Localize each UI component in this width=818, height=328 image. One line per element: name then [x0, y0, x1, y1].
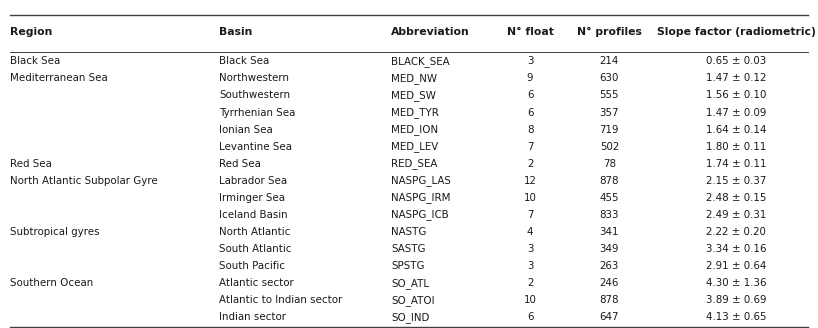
Text: NASPG_ICB: NASPG_ICB: [391, 209, 449, 220]
Text: South Atlantic: South Atlantic: [219, 244, 292, 254]
Text: 10: 10: [524, 193, 537, 203]
Text: 2.49 ± 0.31: 2.49 ± 0.31: [706, 210, 766, 220]
Text: Levantine Sea: Levantine Sea: [219, 142, 292, 152]
Text: SO_IND: SO_IND: [391, 312, 429, 323]
Text: 8: 8: [527, 125, 533, 134]
Text: North Atlantic: North Atlantic: [219, 227, 290, 237]
Text: 10: 10: [524, 295, 537, 305]
Text: 6: 6: [527, 91, 533, 100]
Text: 2: 2: [527, 159, 533, 169]
Text: 1.47 ± 0.09: 1.47 ± 0.09: [706, 108, 766, 117]
Text: 263: 263: [600, 261, 619, 271]
Text: 6: 6: [527, 312, 533, 322]
Text: 878: 878: [600, 176, 619, 186]
Text: NASPG_IRM: NASPG_IRM: [391, 192, 451, 203]
Text: 3.34 ± 0.16: 3.34 ± 0.16: [706, 244, 766, 254]
Text: Southern Ocean: Southern Ocean: [10, 278, 93, 288]
Text: MED_ION: MED_ION: [391, 124, 438, 135]
Text: Slope factor (radiometric): Slope factor (radiometric): [657, 27, 816, 37]
Text: 1.47 ± 0.12: 1.47 ± 0.12: [706, 73, 766, 83]
Text: 357: 357: [600, 108, 619, 117]
Text: Red Sea: Red Sea: [10, 159, 52, 169]
Text: 12: 12: [524, 176, 537, 186]
Text: 4: 4: [527, 227, 533, 237]
Text: NASTG: NASTG: [391, 227, 426, 237]
Text: 1.64 ± 0.14: 1.64 ± 0.14: [706, 125, 766, 134]
Text: North Atlantic Subpolar Gyre: North Atlantic Subpolar Gyre: [10, 176, 158, 186]
Text: Indian sector: Indian sector: [219, 312, 286, 322]
Text: MED_TYR: MED_TYR: [391, 107, 439, 118]
Text: 7: 7: [527, 142, 533, 152]
Text: SO_ATL: SO_ATL: [391, 277, 429, 289]
Text: 3.89 ± 0.69: 3.89 ± 0.69: [706, 295, 766, 305]
Text: Ionian Sea: Ionian Sea: [219, 125, 273, 134]
Text: 6: 6: [527, 108, 533, 117]
Text: Region: Region: [10, 27, 52, 37]
Text: Subtropical gyres: Subtropical gyres: [10, 227, 99, 237]
Text: 719: 719: [600, 125, 619, 134]
Text: 341: 341: [600, 227, 619, 237]
Text: 2: 2: [527, 278, 533, 288]
Text: 0.65 ± 0.03: 0.65 ± 0.03: [706, 56, 766, 66]
Text: 349: 349: [600, 244, 619, 254]
Text: 455: 455: [600, 193, 619, 203]
Text: Abbreviation: Abbreviation: [391, 27, 470, 37]
Text: 555: 555: [600, 91, 619, 100]
Text: 3: 3: [527, 244, 533, 254]
Text: Black Sea: Black Sea: [10, 56, 60, 66]
Text: 833: 833: [600, 210, 619, 220]
Text: Basin: Basin: [219, 27, 253, 37]
Text: 214: 214: [600, 56, 619, 66]
Text: 647: 647: [600, 312, 619, 322]
Text: N° profiles: N° profiles: [577, 27, 642, 37]
Text: 2.48 ± 0.15: 2.48 ± 0.15: [706, 193, 766, 203]
Text: Southwestern: Southwestern: [219, 91, 290, 100]
Text: 630: 630: [600, 73, 619, 83]
Text: 1.80 ± 0.11: 1.80 ± 0.11: [706, 142, 766, 152]
Text: 2.15 ± 0.37: 2.15 ± 0.37: [706, 176, 766, 186]
Text: SPSTG: SPSTG: [391, 261, 425, 271]
Text: SO_ATOI: SO_ATOI: [391, 295, 434, 306]
Text: 7: 7: [527, 210, 533, 220]
Text: 2.22 ± 0.20: 2.22 ± 0.20: [706, 227, 766, 237]
Text: 4.13 ± 0.65: 4.13 ± 0.65: [706, 312, 766, 322]
Text: Red Sea: Red Sea: [219, 159, 261, 169]
Text: Atlantic sector: Atlantic sector: [219, 278, 294, 288]
Text: 2.91 ± 0.64: 2.91 ± 0.64: [706, 261, 766, 271]
Text: Irminger Sea: Irminger Sea: [219, 193, 285, 203]
Text: MED_SW: MED_SW: [391, 90, 436, 101]
Text: Black Sea: Black Sea: [219, 56, 269, 66]
Text: SASTG: SASTG: [391, 244, 425, 254]
Text: N° float: N° float: [506, 27, 554, 37]
Text: MED_NW: MED_NW: [391, 73, 437, 84]
Text: Iceland Basin: Iceland Basin: [219, 210, 288, 220]
Text: 3: 3: [527, 56, 533, 66]
Text: NASPG_LAS: NASPG_LAS: [391, 175, 451, 186]
Text: 1.56 ± 0.10: 1.56 ± 0.10: [706, 91, 766, 100]
Text: 502: 502: [600, 142, 619, 152]
Text: 246: 246: [600, 278, 619, 288]
Text: Northwestern: Northwestern: [219, 73, 290, 83]
Text: Tyrrhenian Sea: Tyrrhenian Sea: [219, 108, 295, 117]
Text: 878: 878: [600, 295, 619, 305]
Text: 78: 78: [603, 159, 616, 169]
Text: 3: 3: [527, 261, 533, 271]
Text: Labrador Sea: Labrador Sea: [219, 176, 287, 186]
Text: 1.74 ± 0.11: 1.74 ± 0.11: [706, 159, 766, 169]
Text: MED_LEV: MED_LEV: [391, 141, 438, 152]
Text: RED_SEA: RED_SEA: [391, 158, 438, 169]
Text: Mediterranean Sea: Mediterranean Sea: [10, 73, 107, 83]
Text: BLACK_SEA: BLACK_SEA: [391, 56, 450, 67]
Text: Atlantic to Indian sector: Atlantic to Indian sector: [219, 295, 343, 305]
Text: 9: 9: [527, 73, 533, 83]
Text: South Pacific: South Pacific: [219, 261, 285, 271]
Text: 4.30 ± 1.36: 4.30 ± 1.36: [706, 278, 766, 288]
